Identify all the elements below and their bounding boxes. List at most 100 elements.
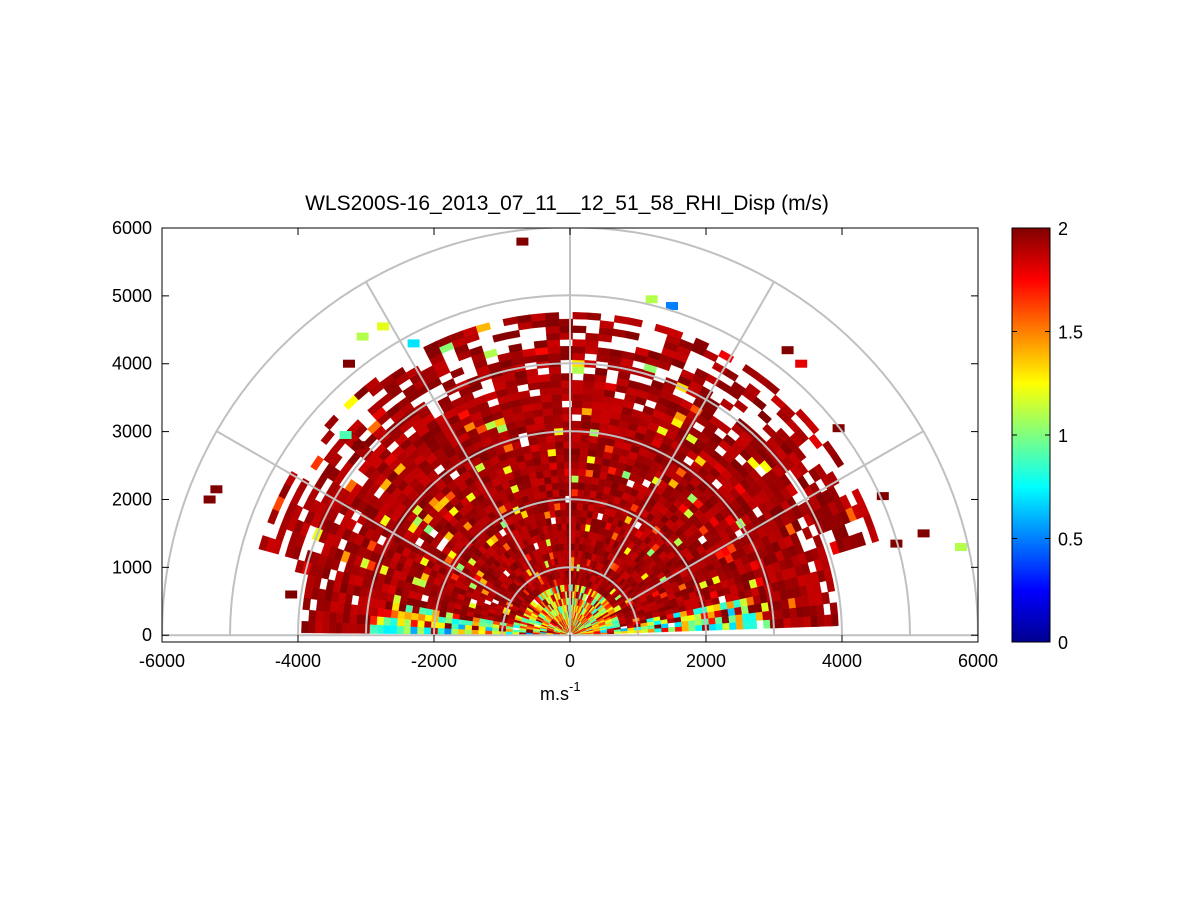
- data-cell: [585, 462, 595, 471]
- data-cell: [389, 617, 398, 627]
- data-cell: [589, 490, 597, 499]
- data-cell: [571, 407, 583, 415]
- polar-spoke: [603, 281, 775, 577]
- data-cell: [348, 623, 357, 634]
- colorbar-ticks: 0 0.5 1 1.5 2: [1012, 219, 1083, 653]
- data-cell: [790, 617, 798, 628]
- data-cell: [581, 502, 589, 511]
- data-cell: [571, 386, 584, 395]
- data-cell: [588, 435, 599, 444]
- data-cell: [581, 407, 593, 416]
- data-cell: [570, 536, 576, 544]
- data-cell: [554, 441, 564, 450]
- data-cell: [613, 315, 630, 325]
- data-cell: [810, 615, 819, 628]
- data-cell: [530, 312, 546, 322]
- data-cell: [557, 482, 566, 490]
- colorbar-tick-label: 2: [1058, 219, 1068, 239]
- data-cell: [423, 341, 440, 354]
- data-cell: [491, 630, 499, 635]
- data-cell: [294, 559, 305, 574]
- data-cell: [390, 609, 399, 619]
- data-cell: [583, 482, 592, 491]
- data-cell: [813, 463, 827, 479]
- scatter-cell: [917, 529, 930, 538]
- data-cell: [578, 455, 588, 463]
- data-cell: [594, 367, 608, 377]
- data-cell: [349, 613, 358, 625]
- data-cell: [315, 610, 324, 623]
- data-cell: [423, 627, 432, 635]
- data-cell: [734, 606, 743, 616]
- y-tick-label: 0: [142, 625, 152, 645]
- data-cell: [458, 619, 466, 626]
- data-cell: [375, 624, 384, 634]
- data-cell: [687, 619, 696, 627]
- data-cell: [572, 325, 587, 334]
- y-tick-label: 5000: [112, 286, 152, 306]
- plot-area: [161, 227, 979, 643]
- data-cell: [782, 608, 791, 619]
- data-cell: [572, 366, 585, 375]
- data-cell: [284, 543, 296, 559]
- data-cell: [324, 414, 339, 431]
- data-cell: [546, 332, 560, 341]
- polar-grid: [162, 228, 978, 637]
- scatter-cell: [955, 543, 967, 551]
- data-cell: [424, 608, 434, 617]
- data-cell: [570, 549, 575, 558]
- data-cell: [584, 475, 593, 484]
- data-cell: [383, 617, 391, 627]
- data-cell: [803, 616, 812, 628]
- data-cell: [693, 337, 710, 351]
- data-cell: [681, 625, 690, 632]
- data-cell: [583, 373, 596, 382]
- data-cell: [562, 543, 568, 551]
- data-cell: [654, 627, 662, 633]
- data-cell: [389, 625, 398, 634]
- polar-ring: [162, 228, 978, 636]
- scatter-cell: [203, 495, 216, 504]
- data-cell: [783, 617, 792, 628]
- y-tick-label: 6000: [112, 218, 152, 238]
- data-cell: [559, 509, 567, 517]
- data-cell: [668, 626, 676, 633]
- data-cell: [570, 529, 576, 537]
- data-cell: [416, 626, 425, 635]
- data-cell: [343, 394, 359, 410]
- data-cell: [694, 618, 703, 626]
- data-cell: [795, 408, 811, 424]
- scatter-cell: [795, 359, 808, 368]
- data-cell: [587, 448, 597, 458]
- data-cell: [464, 624, 473, 631]
- data-cell: [775, 427, 791, 443]
- data-cell: [547, 352, 561, 361]
- x-axis-label-superscript: -1: [569, 679, 581, 694]
- data-cell: [570, 522, 577, 531]
- data-cell: [533, 340, 548, 349]
- data-cell: [570, 515, 577, 524]
- data-cell: [552, 414, 563, 422]
- data-cell: [829, 602, 839, 615]
- data-cell: [755, 611, 764, 621]
- data-cell: [444, 622, 452, 630]
- data-cell: [634, 346, 650, 357]
- data-cell: [729, 621, 737, 630]
- data-cell: [502, 316, 519, 327]
- data-cell: [582, 380, 595, 389]
- x-tick-label: -6000: [139, 651, 185, 671]
- data-cell: [571, 481, 579, 490]
- data-cell: [478, 626, 486, 632]
- data-cell: [411, 605, 420, 615]
- data-cell: [572, 352, 586, 361]
- data-cell: [443, 628, 452, 635]
- data-cell: [557, 475, 565, 483]
- data-cell: [403, 611, 413, 621]
- data-cell: [570, 509, 577, 517]
- data-cell: [542, 414, 554, 423]
- data-cell: [574, 536, 580, 545]
- data-cell: [708, 617, 716, 625]
- colorbar-tick-label: 0.5: [1058, 530, 1083, 550]
- data-cell: [416, 620, 425, 628]
- data-cell: [315, 599, 325, 612]
